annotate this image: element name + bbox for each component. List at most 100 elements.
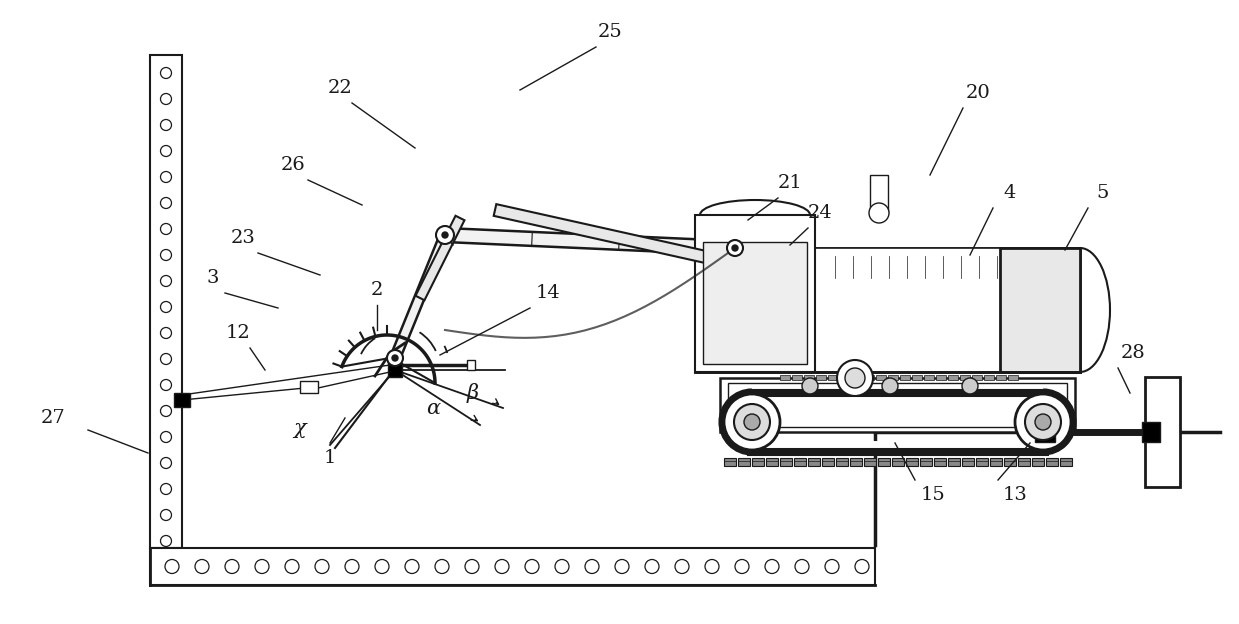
Bar — [808, 458, 820, 466]
Circle shape — [795, 560, 809, 573]
Circle shape — [855, 560, 869, 573]
Polygon shape — [415, 216, 465, 300]
Bar — [912, 375, 922, 380]
Bar — [792, 375, 802, 380]
Bar — [1061, 458, 1072, 466]
Circle shape — [375, 560, 389, 573]
Circle shape — [161, 484, 171, 494]
Bar — [752, 458, 764, 466]
Bar — [934, 458, 947, 466]
Circle shape — [1035, 414, 1051, 430]
Text: 23: 23 — [230, 229, 255, 247]
Circle shape — [161, 354, 171, 364]
Bar — [738, 458, 750, 466]
Bar — [467, 360, 475, 370]
Circle shape — [1015, 394, 1070, 450]
Bar — [924, 375, 934, 380]
Bar — [864, 458, 876, 466]
Circle shape — [555, 560, 569, 573]
Text: 14: 14 — [535, 284, 560, 302]
Text: 28: 28 — [1120, 344, 1145, 362]
Bar — [1032, 458, 1044, 466]
Bar — [921, 458, 932, 466]
Bar — [850, 458, 862, 466]
Circle shape — [869, 203, 890, 223]
Circle shape — [161, 301, 171, 313]
Text: 24: 24 — [808, 204, 833, 222]
Circle shape — [764, 560, 779, 573]
Circle shape — [255, 560, 269, 573]
Text: χ: χ — [294, 419, 306, 437]
Bar — [960, 375, 970, 380]
Bar — [804, 375, 814, 380]
Bar — [781, 375, 790, 380]
Bar — [729, 383, 1067, 427]
Circle shape — [442, 232, 449, 238]
Circle shape — [465, 560, 479, 573]
Circle shape — [165, 560, 178, 573]
Circle shape — [161, 172, 171, 182]
Bar — [996, 375, 1006, 380]
Polygon shape — [493, 204, 756, 274]
Text: 22: 22 — [327, 79, 352, 97]
Bar — [840, 375, 850, 380]
Bar — [703, 242, 807, 364]
Text: 1: 1 — [323, 449, 336, 467]
Bar — [852, 375, 862, 380]
Bar — [1009, 375, 1018, 380]
Bar — [836, 458, 847, 466]
Circle shape — [646, 560, 659, 573]
Bar — [973, 375, 983, 380]
Text: β: β — [467, 383, 479, 403]
Bar — [724, 458, 736, 466]
Text: 12: 12 — [225, 324, 250, 342]
Circle shape — [845, 368, 865, 388]
Circle shape — [344, 560, 359, 573]
Circle shape — [161, 94, 171, 104]
Circle shape — [585, 560, 598, 573]
Circle shape — [225, 560, 239, 573]
Bar — [815, 248, 1080, 372]
Bar — [1035, 424, 1054, 442]
Polygon shape — [445, 228, 735, 255]
Bar — [695, 215, 815, 372]
Circle shape — [735, 560, 750, 573]
Circle shape — [392, 355, 398, 361]
Bar — [1018, 458, 1030, 466]
Circle shape — [525, 560, 539, 573]
Circle shape — [961, 378, 978, 394]
Bar — [173, 393, 190, 407]
Bar — [1000, 248, 1080, 372]
Circle shape — [161, 250, 171, 260]
Text: 15: 15 — [921, 486, 945, 504]
Bar — [817, 375, 826, 380]
Bar — [821, 458, 834, 466]
Circle shape — [615, 560, 629, 573]
Circle shape — [1025, 404, 1061, 440]
Circle shape — [161, 67, 171, 79]
Circle shape — [825, 560, 839, 573]
Text: 4: 4 — [1004, 184, 1016, 202]
Bar — [864, 375, 873, 380]
Text: 27: 27 — [41, 409, 66, 427]
Circle shape — [496, 560, 509, 573]
Text: 25: 25 — [597, 23, 622, 41]
Bar — [150, 548, 875, 585]
Bar — [1142, 422, 1160, 442]
Circle shape — [705, 560, 719, 573]
Circle shape — [161, 457, 171, 469]
Bar — [878, 458, 890, 466]
Bar — [990, 458, 1002, 466]
Circle shape — [802, 378, 818, 394]
Bar — [892, 458, 904, 466]
Circle shape — [161, 535, 171, 547]
Bar — [976, 458, 987, 466]
Text: 5: 5 — [1097, 184, 1109, 202]
Text: 20: 20 — [965, 84, 990, 102]
Bar — [1046, 458, 1058, 466]
Bar — [876, 375, 886, 380]
Bar — [1145, 377, 1180, 487]
Bar — [828, 375, 838, 380]
Circle shape — [285, 560, 299, 573]
Circle shape — [743, 414, 760, 430]
